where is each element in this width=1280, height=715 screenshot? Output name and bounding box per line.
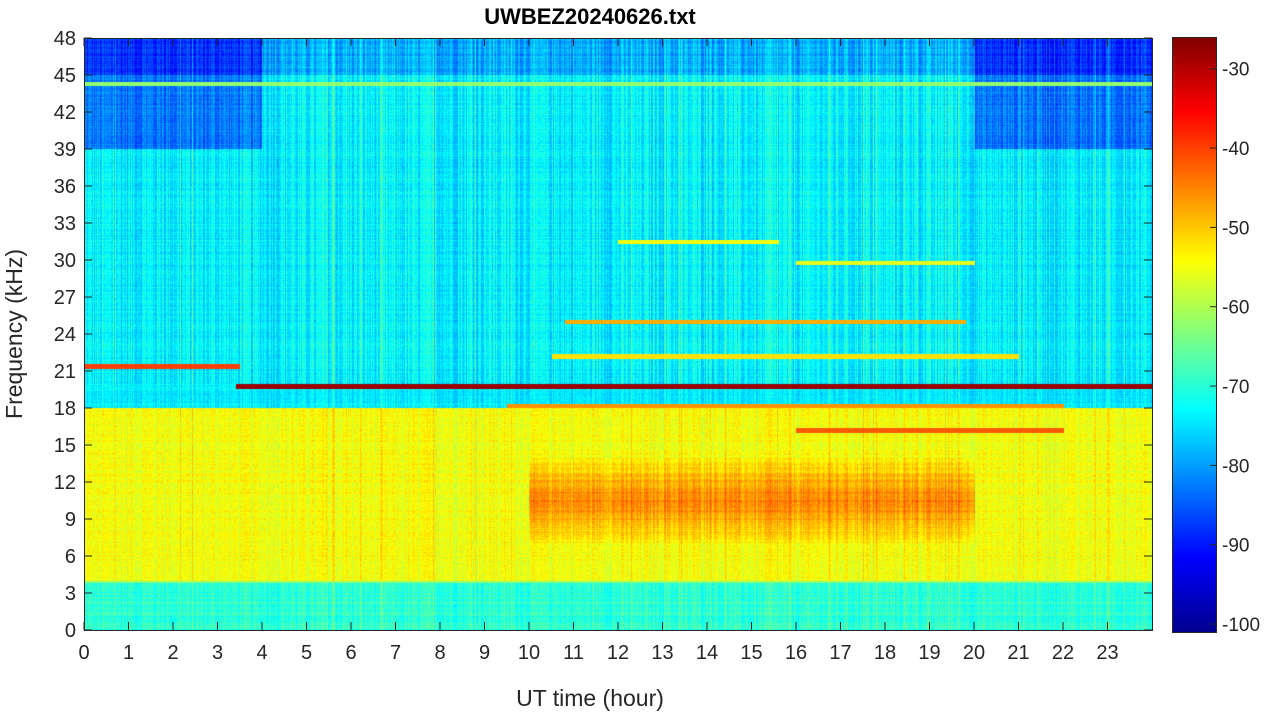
y-tick-label: 27	[54, 287, 76, 309]
x-tick-label: 11	[563, 642, 584, 664]
spectrogram-heatmap	[84, 38, 1152, 630]
x-tick-label: 6	[345, 642, 356, 664]
x-tick-label: 22	[1052, 642, 1074, 664]
x-tick-label: 10	[518, 642, 540, 664]
colorbar-tick-label: -90	[1222, 536, 1249, 557]
x-tick-label: 17	[829, 642, 851, 664]
x-tick-label: 0	[78, 642, 89, 664]
y-tick-label: 9	[65, 509, 76, 531]
y-tick-label: 24	[54, 324, 76, 346]
y-tick-label: 0	[65, 620, 76, 642]
x-tick-label: 21	[1007, 642, 1029, 664]
x-axis-label: UT time (hour)	[516, 685, 664, 711]
x-axis-ticks: 0 1 2 3 4 5 6 7 8 9 10 11 12 13 14 15 16 17 18 19 20 21 22 23	[78, 38, 1119, 664]
colorbar-frame	[1172, 37, 1217, 633]
y-tick-label: 12	[54, 472, 76, 494]
y-tick-label: 45	[54, 65, 76, 87]
x-tick-label: 2	[167, 642, 178, 664]
x-tick-label: 18	[874, 642, 896, 664]
y-tick-label: 15	[54, 435, 76, 457]
x-tick-label: 20	[963, 642, 985, 664]
y-tick-label: 18	[54, 398, 76, 420]
colorbar-tick-label: -60	[1222, 298, 1249, 319]
x-tick-label: 14	[696, 642, 718, 664]
x-tick-label: 12	[607, 642, 629, 664]
x-tick-label: 1	[123, 642, 134, 664]
y-axis-label: Frequency (kHz)	[1, 249, 27, 419]
y-tick-label: 36	[54, 176, 76, 198]
colorbar-tick-label: -100	[1222, 615, 1260, 636]
x-tick-label: 19	[918, 642, 940, 664]
y-tick-label: 30	[54, 250, 76, 272]
y-tick-label: 42	[54, 102, 76, 124]
chart-title: UWBEZ20240626.txt	[484, 4, 696, 29]
y-tick-label: 33	[54, 213, 76, 235]
y-tick-label: 39	[54, 139, 76, 161]
x-tick-label: 7	[390, 642, 401, 664]
x-tick-label: 15	[740, 642, 762, 664]
y-tick-label: 21	[54, 361, 76, 383]
colorbar	[1172, 37, 1216, 632]
x-tick-label: 3	[212, 642, 223, 664]
x-tick-label: 9	[479, 642, 490, 664]
y-tick-label: 6	[65, 546, 76, 568]
colorbar-tick-label: -70	[1222, 377, 1249, 398]
colorbar-tick-label: -40	[1222, 139, 1249, 160]
x-tick-label: 4	[256, 642, 267, 664]
colorbar-tick-label: -50	[1222, 218, 1249, 239]
colorbar-ticks: -30 -40 -50 -60 -70 -80 -90 -100	[1210, 60, 1260, 636]
y-tick-label: 3	[65, 583, 76, 605]
colorbar-tick-label: -80	[1222, 456, 1249, 477]
x-tick-label: 16	[785, 642, 807, 664]
colorbar-tick-label: -30	[1222, 60, 1249, 81]
x-tick-label: 8	[434, 642, 445, 664]
x-tick-label: 5	[301, 642, 312, 664]
x-tick-label: 13	[651, 642, 673, 664]
x-tick-label: 23	[1096, 642, 1118, 664]
spectrogram-plot-area	[84, 38, 1152, 630]
y-tick-label: 48	[54, 28, 76, 50]
